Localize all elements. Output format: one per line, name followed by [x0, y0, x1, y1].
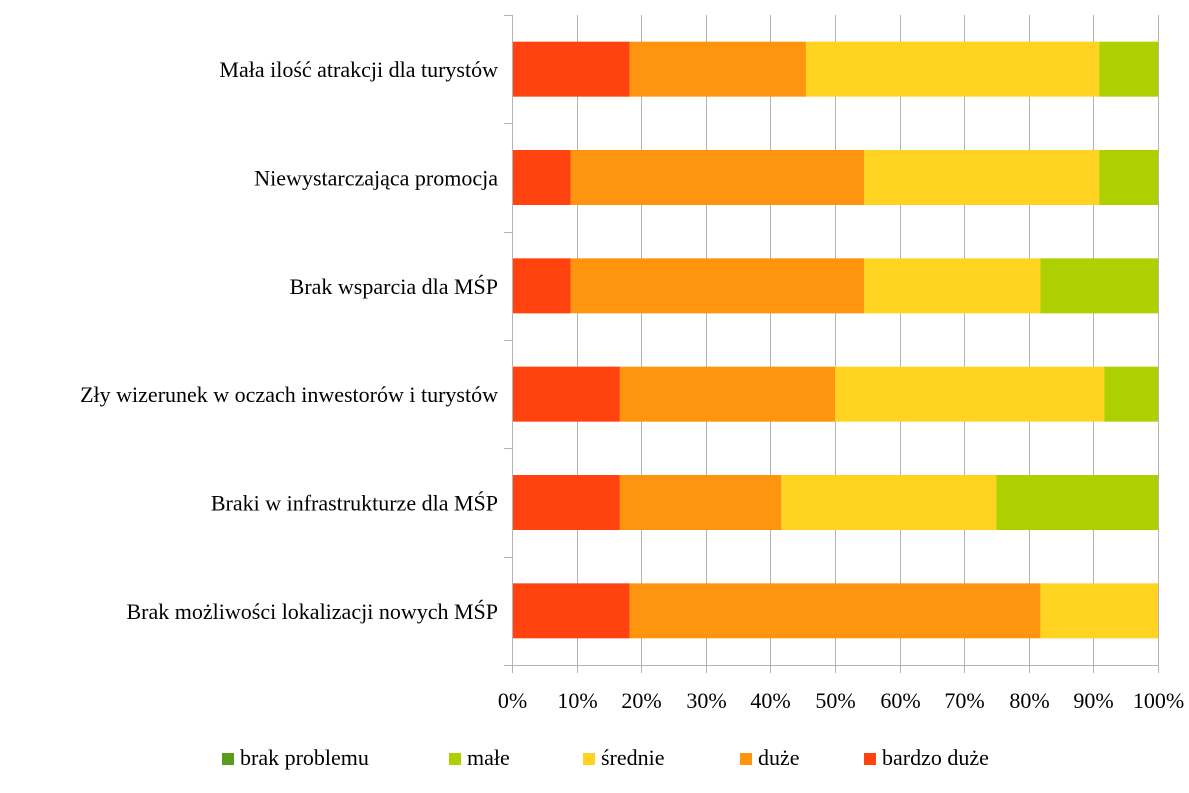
x-tick-label-3: 30%: [686, 688, 726, 713]
bar-1-1: [570, 150, 865, 205]
bar-3-0: [512, 366, 620, 422]
bar-0-3: [1099, 41, 1158, 97]
bar-3-3: [1104, 366, 1158, 422]
legend: brak problemu małe średnie duże bardzo duże: [222, 745, 989, 770]
bar-4-2: [781, 475, 997, 530]
axes: [504, 15, 1159, 673]
x-tick-label-6: 60%: [880, 688, 920, 713]
legend-label-2: średnie: [601, 745, 665, 770]
x-tick-label-1: 10%: [557, 688, 597, 713]
legend-swatch-2: [583, 753, 595, 765]
bar-2-2: [864, 258, 1041, 314]
bars: [512, 41, 1158, 639]
bar-3-1: [619, 366, 835, 422]
category-label-1: Niewystarczająca promocja: [254, 166, 498, 191]
bar-2-0: [512, 258, 571, 314]
x-tick-labels: 0% 10% 20% 30% 40% 50% 60% 70% 80% 90% 100%: [498, 688, 1184, 713]
x-tick-label-8: 80%: [1009, 688, 1049, 713]
x-tick-label-2: 20%: [621, 688, 661, 713]
legend-label-3: duże: [758, 745, 800, 770]
category-label-5: Brak możliwości lokalizacji nowych MŚP: [127, 599, 499, 624]
bar-1-2: [864, 150, 1100, 205]
legend-label-0: brak problemu: [240, 745, 369, 770]
x-tick-label-9: 90%: [1073, 688, 1113, 713]
bar-2-3: [1040, 258, 1158, 314]
bar-1-0: [512, 150, 571, 205]
bar-4-1: [619, 475, 782, 530]
bar-1-3: [1099, 150, 1158, 205]
x-tick-label-10: 100%: [1133, 688, 1184, 713]
legend-swatch-0: [222, 753, 234, 765]
category-label-2: Brak wsparcia dla MŚP: [290, 274, 498, 299]
x-tick-label-7: 70%: [944, 688, 984, 713]
category-label-4: Braki w infrastrukturze dla MŚP: [211, 491, 498, 516]
bar-5-1: [629, 583, 1041, 639]
bar-2-1: [570, 258, 865, 314]
bar-0-1: [629, 41, 806, 97]
bar-0-0: [512, 41, 630, 97]
x-tick-label-4: 40%: [750, 688, 790, 713]
bar-5-2: [1040, 583, 1158, 639]
category-labels: Mała ilość atrakcji dla turystów Niewysta…: [80, 57, 498, 624]
bar-5-0: [512, 583, 630, 639]
gridlines: [512, 15, 1159, 665]
legend-swatch-3: [740, 753, 752, 765]
x-tick-label-0: 0%: [498, 688, 527, 713]
bar-4-3: [996, 475, 1158, 530]
x-tick-label-5: 50%: [815, 688, 855, 713]
legend-label-1: małe: [467, 745, 510, 770]
legend-swatch-1: [449, 753, 461, 765]
category-label-3: Zły wizerunek w oczach inwestorów i tury…: [80, 382, 498, 407]
legend-label-4: bardzo duże: [882, 745, 989, 770]
bar-0-2: [805, 41, 1100, 97]
category-label-0: Mała ilość atrakcji dla turystów: [219, 57, 498, 82]
bar-3-2: [835, 366, 1105, 422]
bar-4-0: [512, 475, 620, 530]
legend-swatch-4: [864, 753, 876, 765]
